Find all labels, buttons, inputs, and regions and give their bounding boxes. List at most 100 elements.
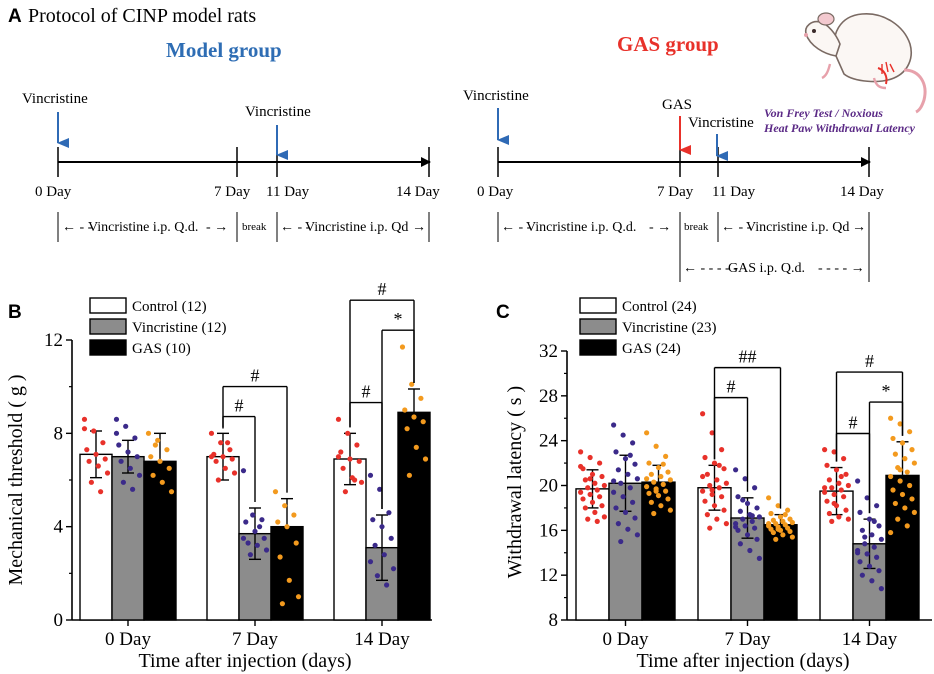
gas-arrow-left-3: ← - - - - - (683, 261, 738, 276)
data-point (857, 559, 863, 565)
sig-label: # (378, 279, 387, 299)
data-point (102, 456, 108, 462)
data-point (399, 344, 406, 350)
model-vincristine-label-1: Vincristine (22, 91, 88, 107)
data-point (240, 468, 247, 474)
data-point (897, 421, 903, 427)
data-point (120, 479, 126, 485)
data-point (613, 505, 619, 511)
data-point (597, 494, 603, 500)
gas-vincristine-label-1: Vincristine (463, 88, 529, 104)
data-point (404, 426, 410, 432)
data-point (878, 586, 884, 592)
data-point (125, 449, 131, 455)
data-point (367, 559, 374, 565)
data-point (866, 563, 873, 569)
data-point (261, 535, 267, 541)
data-point (118, 458, 124, 464)
data-point (286, 577, 292, 583)
bar (397, 411, 431, 621)
data-point (855, 550, 861, 556)
data-point (632, 515, 638, 521)
test-label-line2: Heat Paw Withdrawal Latency (763, 121, 916, 135)
data-point (582, 477, 588, 483)
data-point (646, 490, 652, 496)
data-point (775, 503, 781, 509)
data-point (218, 440, 224, 446)
data-point (824, 462, 830, 468)
gas-arrow-left-2: ← - - (721, 220, 752, 235)
data-point (843, 471, 849, 477)
rat-front-leg (821, 63, 832, 80)
data-point (646, 460, 652, 466)
data-point (787, 528, 793, 535)
data-point (618, 538, 624, 545)
panel-c-ylabel: Withdrawal latency ( s ) (504, 386, 526, 578)
data-point (871, 518, 877, 524)
data-point (766, 495, 772, 501)
legend-swatch (579, 339, 617, 356)
data-point (655, 464, 662, 471)
data-point (347, 456, 353, 462)
data-point (157, 458, 163, 464)
y-tick-label: 0 (54, 610, 64, 631)
data-point (773, 536, 779, 542)
gas-break-label: break (684, 221, 709, 233)
data-point (721, 466, 727, 472)
y-tick-label: 8 (54, 423, 64, 444)
data-point (625, 526, 631, 532)
model-arrow-right-2: → (412, 220, 426, 235)
data-point (100, 440, 106, 446)
rat-paw-stimulus (877, 67, 888, 85)
y-tick-label: 20 (539, 476, 558, 497)
data-point (402, 407, 408, 413)
data-point (220, 454, 226, 460)
data-point (374, 573, 380, 579)
data-point (615, 467, 621, 473)
data-point (742, 476, 748, 482)
bar (206, 455, 240, 621)
data-point (634, 476, 640, 482)
data-point (737, 508, 743, 514)
legend-label: GAS (10) (132, 341, 191, 357)
data-point (829, 518, 835, 524)
data-point (909, 447, 915, 453)
data-point (744, 500, 751, 507)
data-point (356, 458, 362, 464)
data-point (152, 442, 158, 448)
data-point (148, 454, 154, 460)
data-point (841, 456, 847, 462)
data-point (81, 416, 88, 422)
gas-period-1: Vincristine i.p. Q.d. (526, 220, 636, 235)
data-point (888, 415, 894, 421)
sig-label: * (882, 381, 891, 401)
panel-b-chart: B Control (12) Vincristine (12) GAS (10) 0… (5, 279, 432, 672)
rat-body (833, 13, 912, 83)
gas-period-3: GAS i.p. Q.d. (728, 261, 805, 276)
data-point (709, 491, 715, 498)
data-point (897, 478, 903, 484)
data-point (704, 512, 710, 518)
data-point (409, 381, 415, 387)
data-point (252, 528, 258, 534)
data-point (257, 524, 263, 530)
data-point (862, 541, 868, 547)
data-point (822, 447, 828, 453)
data-point (597, 460, 603, 466)
y-tick-label: 12 (539, 565, 558, 586)
data-point (164, 447, 170, 453)
legend-swatch (89, 318, 127, 335)
data-point (754, 536, 760, 542)
data-point (272, 489, 279, 495)
data-point (644, 484, 650, 490)
data-point (284, 524, 290, 530)
data-point (902, 505, 908, 511)
data-point (342, 489, 348, 495)
data-point (911, 509, 917, 515)
panel-a-letter: A (8, 6, 22, 27)
data-point (756, 555, 762, 561)
rat-ear (817, 12, 835, 26)
data-point (831, 491, 837, 498)
data-point (768, 510, 774, 517)
